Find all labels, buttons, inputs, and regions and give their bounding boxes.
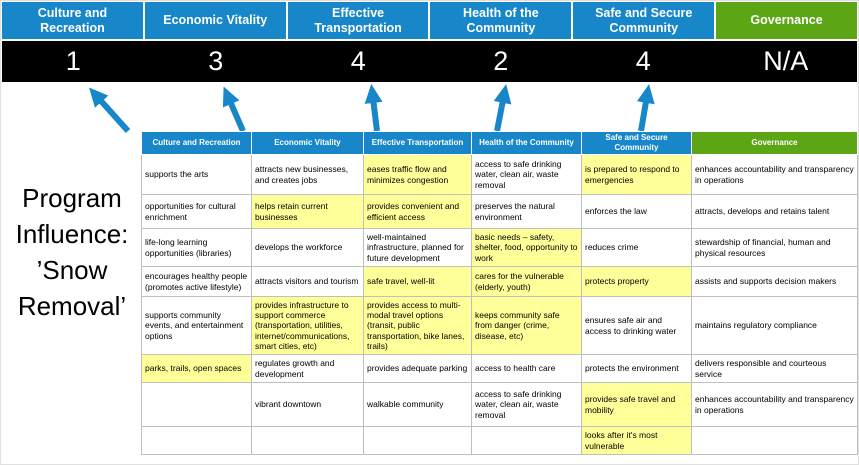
matrix-cell-r4-c4: cares for the vulnerable (elderly, youth… [471, 266, 582, 297]
matrix-cell-r5-c5: ensures safe air and access to drinking … [581, 296, 692, 355]
matrix-row-1: supports the arts attracts new businesses… [141, 154, 858, 195]
matrix-cell-r6-c6: delivers responsible and courteous servi… [691, 354, 858, 383]
matrix-header-effective-transportation: Effective Transportation [363, 131, 472, 155]
matrix-cell-r4-c6: assists and supports decision makers [691, 266, 858, 297]
matrix-cell-r1-c3: eases traffic flow and minimizes congest… [363, 154, 472, 195]
matrix-row-6: parks, trails, open spaces regulates grow… [141, 354, 858, 383]
matrix-cell-r7-c3: walkable community [363, 382, 472, 427]
matrix-cell-r1-c2: attracts new businesses, and creates job… [251, 154, 364, 195]
matrix-cell-r5-c2: provides infrastructure to support comme… [251, 296, 364, 355]
matrix-row-5: supports community events, and entertain… [141, 296, 858, 355]
matrix-cell-r7-c6: enhances accountability and transparency… [691, 382, 858, 427]
up-arrow-culture-and-recreation [88, 87, 131, 134]
matrix-cell-r4-c1: encourages healthy people (promotes acti… [141, 266, 252, 297]
matrix-cell-r6-c4: access to health care [471, 354, 582, 383]
up-arrow-effective-transportation [364, 84, 383, 132]
matrix-cell-r3-c3: well-maintained infrastructure, planned … [363, 228, 472, 267]
matrix-cell-r8-c2 [251, 426, 364, 455]
matrix-cell-r3-c4: basic needs – safety, shelter, food, opp… [471, 228, 582, 267]
matrix-cell-r7-c1 [141, 382, 252, 427]
matrix-cell-r8-c5: looks after it's most vulnerable [581, 426, 692, 455]
matrix-cell-r6-c1: parks, trails, open spaces [141, 354, 252, 383]
matrix-cell-r7-c4: access to safe drinking water, clean air… [471, 382, 582, 427]
matrix-row-2: opportunities for cultural enrichment hel… [141, 194, 858, 229]
matrix-cell-r1-c6: enhances accountability and transparency… [691, 154, 858, 195]
pillar-header-safe-and-secure-community: Safe and Secure Community [573, 2, 715, 39]
score-value-effective-transportation: 4 [350, 46, 366, 76]
matrix-row-3: life-long learning opportunities (librar… [141, 228, 858, 267]
matrix-cell-r5-c6: maintains regulatory compliance [691, 296, 858, 355]
matrix-header-health-of-the-community: Health of the Community [471, 131, 582, 155]
score-value-safe-and-secure-community: 4 [635, 46, 651, 76]
matrix-header-safe-and-secure-community: Safe and Secure Community [581, 131, 692, 155]
pillar-header-governance: Governance [716, 2, 857, 39]
pillar-header-economic-vitality: Economic Vitality [144, 2, 286, 39]
up-arrow-health-of-the-community [493, 84, 512, 132]
matrix-cell-r6-c3: provides adequate parking [363, 354, 472, 383]
score-value-culture-and-recreation: 1 [65, 46, 81, 76]
matrix-cell-r2-c4: preserves the natural environment [471, 194, 582, 229]
influence-matrix-table: Culture and Recreation Economic Vitality E… [141, 131, 858, 455]
matrix-cell-r4-c5: protects property [581, 266, 692, 297]
score-value-economic-vitality: 3 [208, 46, 224, 76]
program-influence-label: Program Influence: ’Snow Removal’ [15, 183, 129, 321]
matrix-cell-r2-c6: attracts, develops and retains talent [691, 194, 858, 229]
matrix-header-governance: Governance [691, 131, 858, 155]
up-arrow-safe-and-secure-community [636, 84, 655, 132]
matrix-header-economic-vitality: Economic Vitality [251, 131, 364, 155]
pillar-header-culture-and-recreation: Culture and Recreation [2, 2, 143, 39]
matrix-cell-r6-c2: regulates growth and development [251, 354, 364, 383]
matrix-cell-r8-c3 [363, 426, 472, 455]
matrix-header-culture-and-recreation: Culture and Recreation [141, 131, 252, 155]
matrix-cell-r7-c2: vibrant downtown [251, 382, 364, 427]
matrix-cell-r1-c4: access to safe drinking water, clean air… [471, 154, 582, 195]
matrix-cell-r4-c3: safe travel, well-lit [363, 266, 472, 297]
score-value-health-of-the-community: 2 [493, 46, 509, 76]
matrix-cell-r8-c4 [471, 426, 582, 455]
matrix-cell-r2-c1: opportunities for cultural enrichment [141, 194, 252, 229]
matrix-cell-r7-c5: provides safe travel and mobility [581, 382, 692, 427]
matrix-cell-r4-c2: attracts visitors and tourism [251, 266, 364, 297]
matrix-cell-r5-c1: supports community events, and entertain… [141, 296, 252, 355]
pillar-header-effective-transportation: Effective Transportation [287, 2, 429, 39]
matrix-cell-r1-c1: supports the arts [141, 154, 252, 195]
matrix-row-8: looks after it's most vulnerable [141, 426, 858, 455]
matrix-row-4: encourages healthy people (promotes acti… [141, 266, 858, 297]
matrix-cell-r2-c5: enforces the law [581, 194, 692, 229]
matrix-cell-r1-c5: is prepared to respond to emergencies [581, 154, 692, 195]
score-value-governance: N/A [763, 46, 809, 76]
matrix-cell-r3-c5: reduces crime [581, 228, 692, 267]
arrows-layer [88, 84, 655, 134]
matrix-cell-r2-c3: provides convenient and efficient access [363, 194, 472, 229]
matrix-cell-r5-c4: keeps community safe from danger (crime,… [471, 296, 582, 355]
matrix-cell-r5-c3: provides access to multi-modal travel op… [363, 296, 472, 355]
matrix-cell-r3-c2: develops the workforce [251, 228, 364, 267]
pillar-headers-row: Culture and Recreation Economic Vitality E… [2, 2, 857, 39]
matrix-cell-r8-c1 [141, 426, 252, 455]
score-banner: Culture and Recreation Economic Vitality E… [2, 2, 857, 82]
matrix-cell-r8-c6 [691, 426, 858, 455]
matrix-header-row: Culture and Recreation Economic Vitality E… [141, 131, 858, 155]
matrix-cell-r3-c1: life-long learning opportunities (librar… [141, 228, 252, 267]
pillar-scores-row: 1 3 4 2 4 N/A [2, 41, 857, 82]
influence-matrix: Culture and Recreation Economic Vitality E… [141, 131, 858, 455]
matrix-row-7: vibrant downtown walkable community access… [141, 382, 858, 427]
matrix-cell-r3-c6: stewardship of financial, human and phys… [691, 228, 858, 267]
matrix-cell-r2-c2: helps retain current businesses [251, 194, 364, 229]
matrix-cell-r6-c5: protects the environment [581, 354, 692, 383]
up-arrow-economic-vitality [222, 86, 246, 133]
pillar-header-health-of-the-community: Health of the Community [430, 2, 572, 39]
